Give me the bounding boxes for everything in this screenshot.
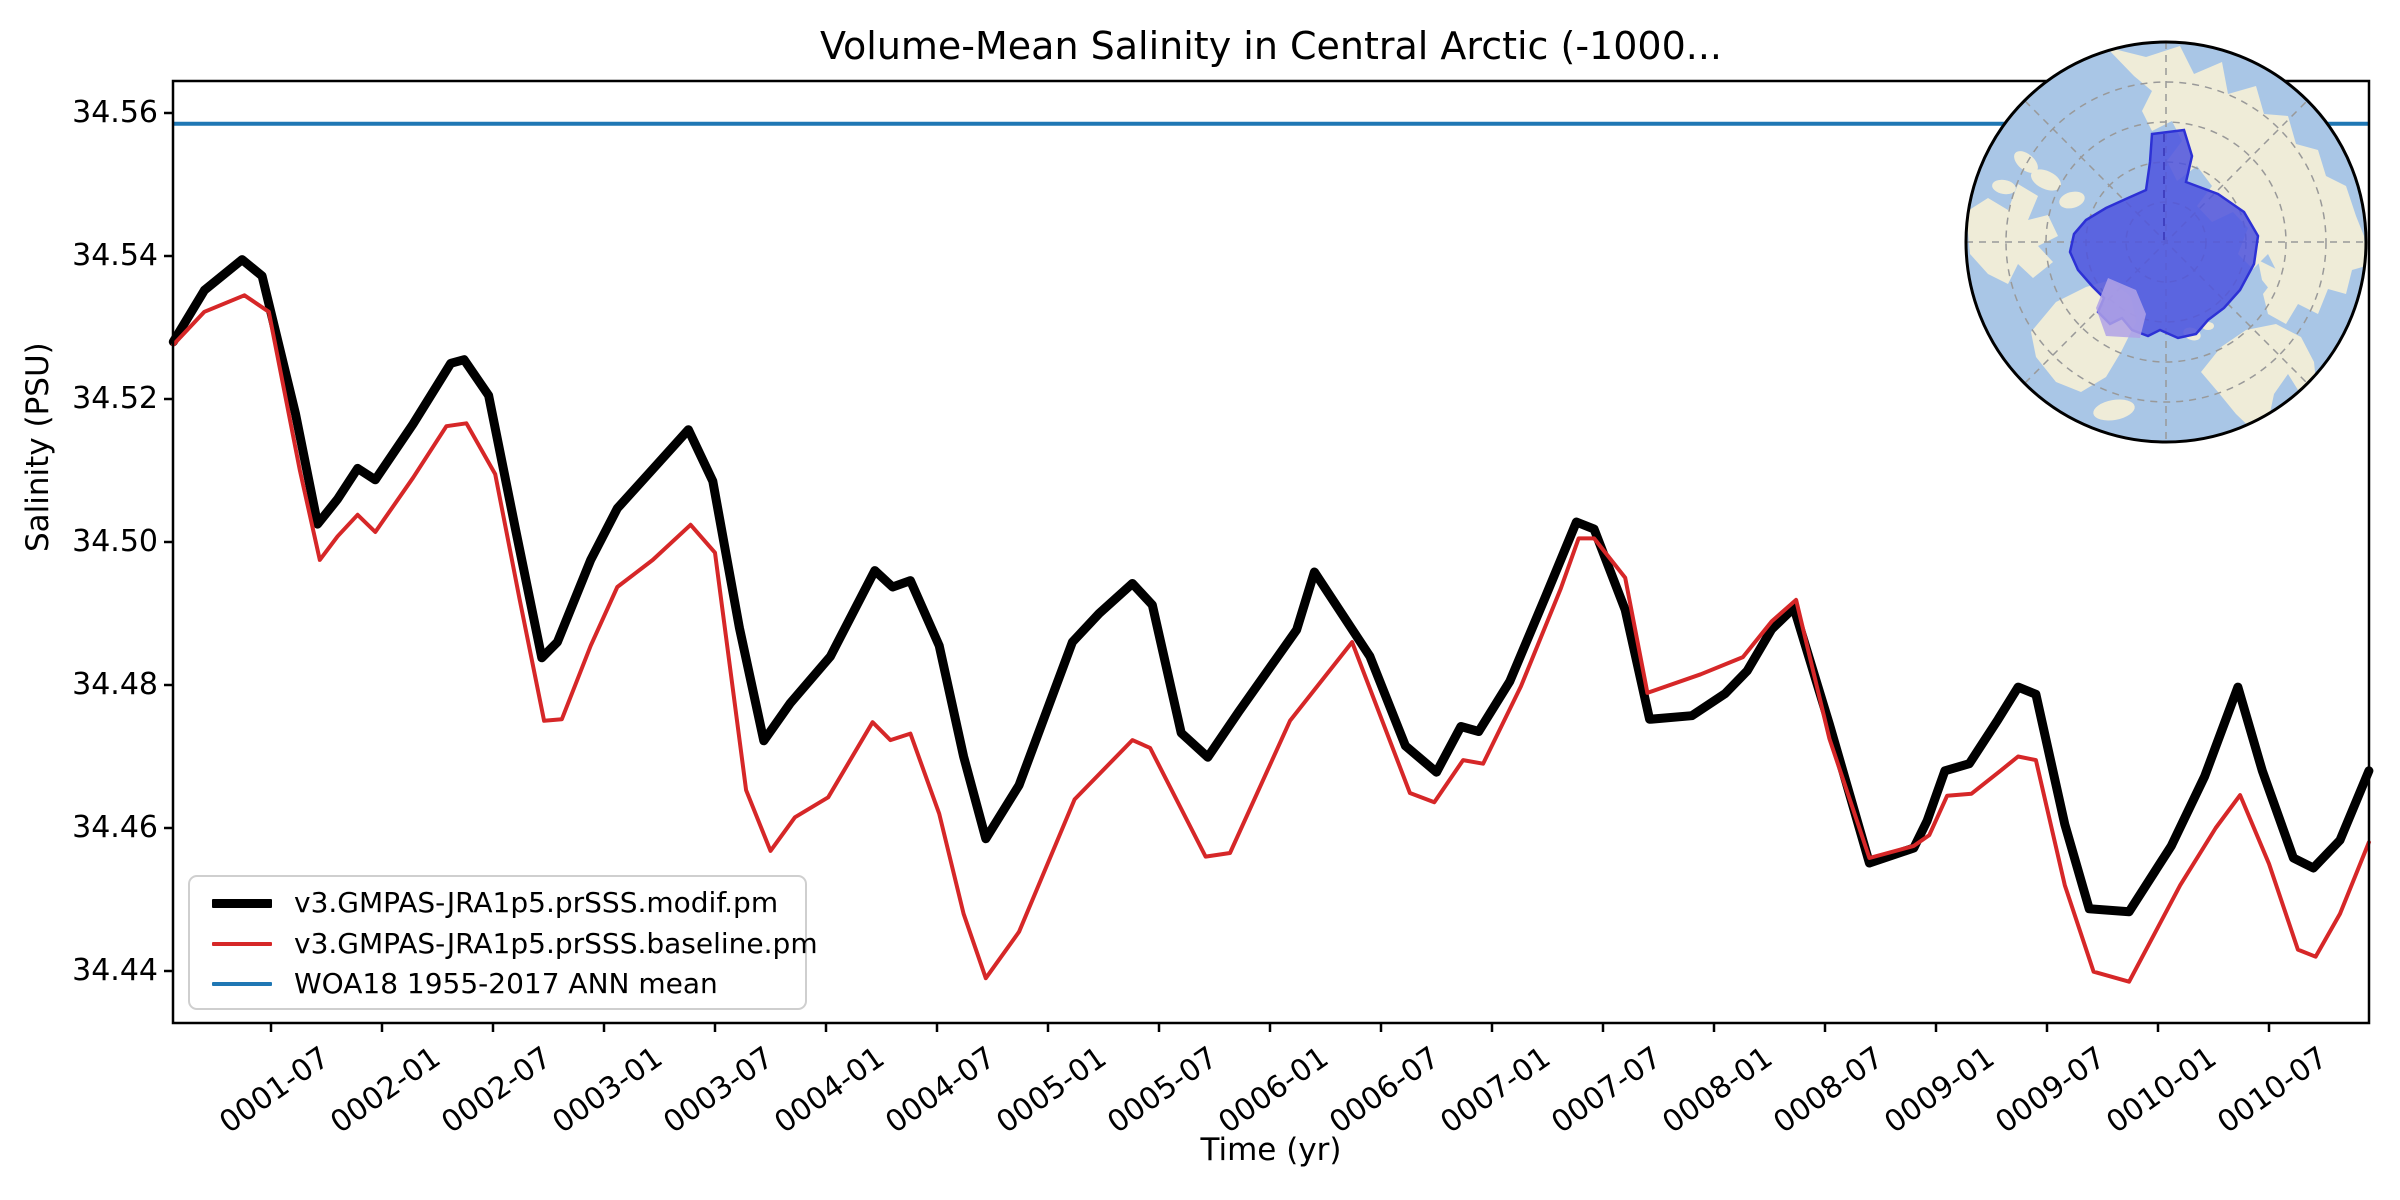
- baseline-line-swatch: [212, 942, 272, 946]
- chart-title: Volume-Mean Salinity in Central Arctic (…: [819, 24, 1723, 68]
- x-axis-label: Time (yr): [1200, 1132, 1342, 1168]
- woa18-line-swatch: [212, 982, 272, 986]
- series-line-modif: [168, 255, 2374, 917]
- y-tick-label: 34.52: [72, 381, 158, 416]
- land-iceland: [2093, 399, 2135, 421]
- y-tick-label: 34.50: [72, 524, 158, 559]
- land-siberia: [2106, 46, 2366, 324]
- arctic-inset-map: [1964, 40, 2368, 444]
- y-tick-label: 34.54: [72, 238, 158, 273]
- region-land-overlap-patch: [2096, 278, 2146, 338]
- modif-line-swatch: [212, 898, 272, 908]
- land-island-1: [2031, 169, 2061, 191]
- y-tick-label: 34.44: [72, 953, 158, 988]
- axes-frame: [171, 79, 2371, 1025]
- land-canada: [1966, 184, 2058, 284]
- land-novaya-zemlya: [2258, 260, 2290, 300]
- legend-label: v3.GMPAS-JRA1p5.prSSS.modif.pm: [294, 886, 779, 919]
- map-rim: [1964, 40, 2368, 444]
- series-line-baseline: [171, 293, 2371, 984]
- y-tick-label: 34.56: [72, 95, 158, 130]
- legend-box: v3.GMPAS-JRA1p5.prSSS.modif.pm v3.GMPAS-…: [188, 875, 818, 1010]
- map-contents: [1966, 42, 2366, 442]
- land-island-3: [2014, 151, 2038, 173]
- y-tick-label: 34.46: [72, 810, 158, 845]
- land-island-2: [2059, 191, 2085, 209]
- y-tick-label: 34.48: [72, 667, 158, 702]
- legend-label: WOA18 1955-2017 ANN mean: [294, 967, 718, 1000]
- legend-label: v3.GMPAS-JRA1p5.prSSS.baseline.pm: [294, 927, 818, 960]
- land-island-4: [1992, 179, 2016, 195]
- tick-marks-layer: [164, 111, 2271, 1032]
